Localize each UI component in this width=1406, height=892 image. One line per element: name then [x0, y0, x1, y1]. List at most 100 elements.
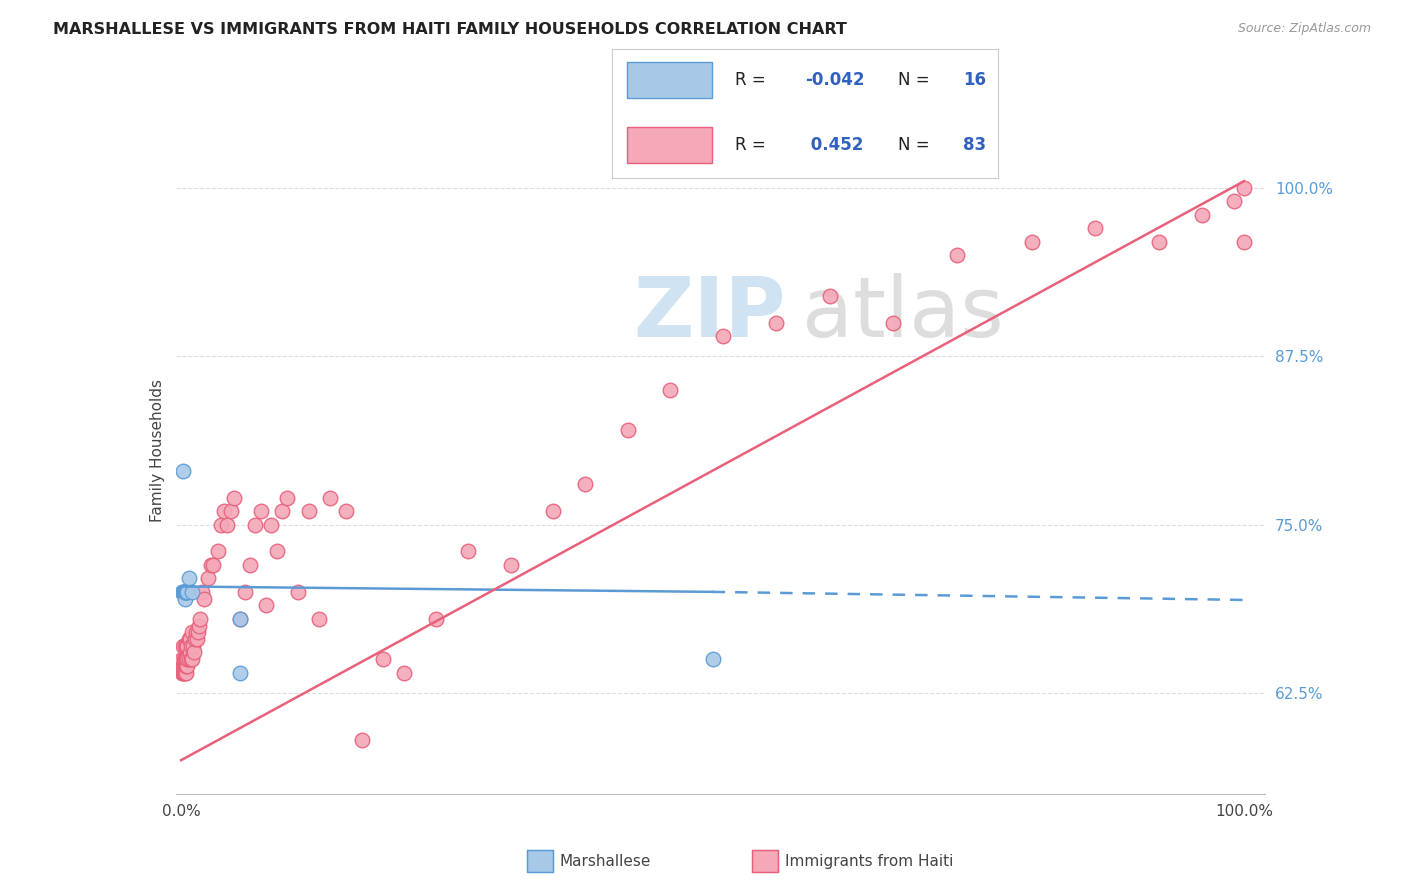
Point: [172, 639, 194, 653]
Point: [188, 618, 211, 632]
Point: [174, 585, 197, 599]
Text: -0.042: -0.042: [804, 71, 865, 89]
Text: Marshallese: Marshallese: [560, 854, 651, 869]
Text: MARSHALLESE VS IMMIGRANTS FROM HAITI FAMILY HOUSEHOLDS CORRELATION CHART: MARSHALLESE VS IMMIGRANTS FROM HAITI FAM…: [53, 22, 848, 37]
Point: [172, 665, 194, 680]
Point: [350, 733, 373, 747]
Point: [1233, 235, 1256, 249]
Point: [308, 612, 330, 626]
Text: 83: 83: [963, 136, 987, 153]
Point: [172, 652, 194, 666]
Point: [173, 652, 195, 666]
Point: [174, 585, 197, 599]
Text: N =: N =: [898, 136, 935, 153]
Point: [228, 612, 250, 626]
Point: [765, 316, 787, 330]
Point: [176, 652, 198, 666]
Point: [186, 632, 208, 646]
Point: [266, 544, 288, 558]
Point: [219, 504, 242, 518]
Point: [177, 632, 200, 646]
Point: [172, 585, 194, 599]
Point: [211, 517, 233, 532]
Y-axis label: Family Households: Family Households: [149, 379, 165, 522]
Text: 0.452: 0.452: [804, 136, 863, 153]
FancyBboxPatch shape: [627, 127, 713, 163]
Point: [188, 612, 211, 626]
Point: [176, 665, 198, 680]
Point: [197, 571, 219, 585]
Text: N =: N =: [898, 71, 935, 89]
Point: [174, 652, 197, 666]
Point: [394, 665, 416, 680]
Point: [1222, 194, 1244, 209]
Point: [172, 585, 194, 599]
Point: [207, 544, 229, 558]
Point: [174, 659, 197, 673]
Point: [1021, 235, 1043, 249]
Point: [176, 585, 198, 599]
Point: [249, 504, 271, 518]
Point: [200, 558, 222, 572]
Point: [616, 423, 638, 437]
Point: [659, 383, 682, 397]
Point: [319, 491, 342, 505]
Point: [228, 612, 250, 626]
Point: [177, 652, 200, 666]
Point: [183, 645, 205, 659]
Text: R =: R =: [735, 71, 772, 89]
Point: [184, 632, 207, 646]
Point: [1233, 181, 1256, 195]
Point: [180, 652, 202, 666]
Point: [184, 625, 207, 640]
Point: [271, 504, 294, 518]
Point: [181, 639, 204, 653]
Point: [233, 585, 256, 599]
Point: [180, 625, 202, 640]
Text: ZIP: ZIP: [633, 273, 786, 353]
Point: [276, 491, 298, 505]
Point: [172, 464, 194, 478]
Point: [180, 639, 202, 653]
Point: [176, 659, 198, 673]
Point: [711, 329, 734, 343]
Point: [371, 652, 394, 666]
Point: [298, 504, 321, 518]
Point: [173, 665, 195, 680]
Point: [179, 645, 201, 659]
Point: [254, 599, 277, 613]
Point: [224, 491, 246, 505]
Point: [176, 659, 198, 673]
Point: [425, 612, 447, 626]
Point: [187, 625, 209, 640]
Point: [201, 558, 224, 572]
Point: [177, 571, 200, 585]
Point: [176, 585, 198, 599]
Point: [212, 504, 235, 518]
Point: [176, 585, 198, 599]
Point: [176, 652, 198, 666]
Point: [228, 665, 250, 680]
Point: [541, 504, 564, 518]
Point: [179, 632, 201, 646]
Point: [191, 585, 214, 599]
Point: [287, 585, 309, 599]
Point: [176, 639, 198, 653]
Point: [1084, 221, 1107, 235]
Point: [457, 544, 479, 558]
Point: [574, 477, 596, 491]
Point: [239, 558, 262, 572]
FancyBboxPatch shape: [627, 62, 713, 98]
Text: Immigrants from Haiti: Immigrants from Haiti: [785, 854, 953, 869]
Point: [946, 248, 969, 262]
Point: [882, 316, 904, 330]
Point: [174, 639, 197, 653]
Point: [174, 665, 197, 680]
Point: [215, 517, 238, 532]
Point: [335, 504, 357, 518]
Point: [193, 591, 215, 606]
Text: 16: 16: [963, 71, 987, 89]
Point: [173, 585, 195, 599]
Point: [172, 659, 194, 673]
Point: [499, 558, 522, 572]
